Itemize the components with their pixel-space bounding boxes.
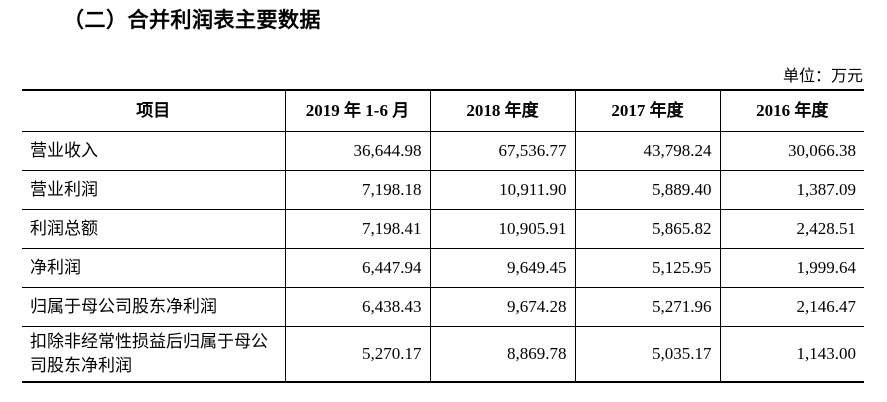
table-cell: 5,035.17	[574, 326, 721, 383]
column-header-2017: 2017 年度	[574, 89, 721, 132]
row-label: 营业收入	[22, 131, 286, 171]
table-cell: 1,143.00	[719, 326, 864, 383]
table-cell: 2,146.47	[719, 287, 864, 327]
row-label: 归属于母公司股东净利润	[22, 287, 286, 327]
table-cell: 9,649.45	[429, 248, 576, 288]
unit-note: 单位：万元	[782, 66, 863, 85]
table-row: 归属于母公司股东净利润 6,438.43 9,674.28 5,271.96 2…	[22, 287, 864, 327]
table-cell: 5,889.40	[574, 170, 721, 210]
income-statement-table: 项目 2019 年 1-6 月 2018 年度 2017 年度 2016 年度 …	[22, 89, 864, 383]
table-row: 营业利润 7,198.18 10,911.90 5,889.40 1,387.0…	[22, 170, 864, 210]
table-cell: 5,125.95	[574, 248, 721, 288]
table-cell: 5,865.82	[574, 209, 721, 249]
table-cell: 9,674.28	[429, 287, 576, 327]
table-row: 利润总额 7,198.41 10,905.91 5,865.82 2,428.5…	[22, 209, 864, 249]
row-label: 利润总额	[22, 209, 286, 249]
table-row: 营业收入 36,644.98 67,536.77 43,798.24 30,06…	[22, 131, 864, 171]
table-cell: 43,798.24	[574, 131, 721, 171]
table-cell: 10,911.90	[429, 170, 576, 210]
column-header-2018: 2018 年度	[429, 89, 576, 132]
table-cell: 7,198.18	[284, 170, 431, 210]
row-label: 营业利润	[22, 170, 286, 210]
row-label: 扣除非经常性损益后归属于母公司股东净利润	[22, 326, 286, 383]
table-cell: 5,271.96	[574, 287, 721, 327]
table-cell: 6,447.94	[284, 248, 431, 288]
table-cell: 10,905.91	[429, 209, 576, 249]
table-cell: 2,428.51	[719, 209, 864, 249]
table-cell: 6,438.43	[284, 287, 431, 327]
row-label: 净利润	[22, 248, 286, 288]
column-header-2019h1: 2019 年 1-6 月	[284, 89, 431, 132]
column-header-2016: 2016 年度	[719, 89, 864, 132]
table-cell: 1,387.09	[719, 170, 864, 210]
table-cell: 7,198.41	[284, 209, 431, 249]
table-cell: 36,644.98	[284, 131, 431, 171]
table-cell: 8,869.78	[429, 326, 576, 383]
table-cell: 30,066.38	[719, 131, 864, 171]
column-header-item: 项目	[22, 89, 286, 132]
table-cell: 67,536.77	[429, 131, 576, 171]
table-row: 净利润 6,447.94 9,649.45 5,125.95 1,999.64	[22, 248, 864, 288]
table-cell: 5,270.17	[284, 326, 431, 383]
table-header-row: 项目 2019 年 1-6 月 2018 年度 2017 年度 2016 年度	[22, 89, 864, 132]
table-row: 扣除非经常性损益后归属于母公司股东净利润 5,270.17 8,869.78 5…	[22, 326, 864, 383]
table-cell: 1,999.64	[719, 248, 864, 288]
section-title: （二）合并利润表主要数据	[63, 8, 321, 32]
